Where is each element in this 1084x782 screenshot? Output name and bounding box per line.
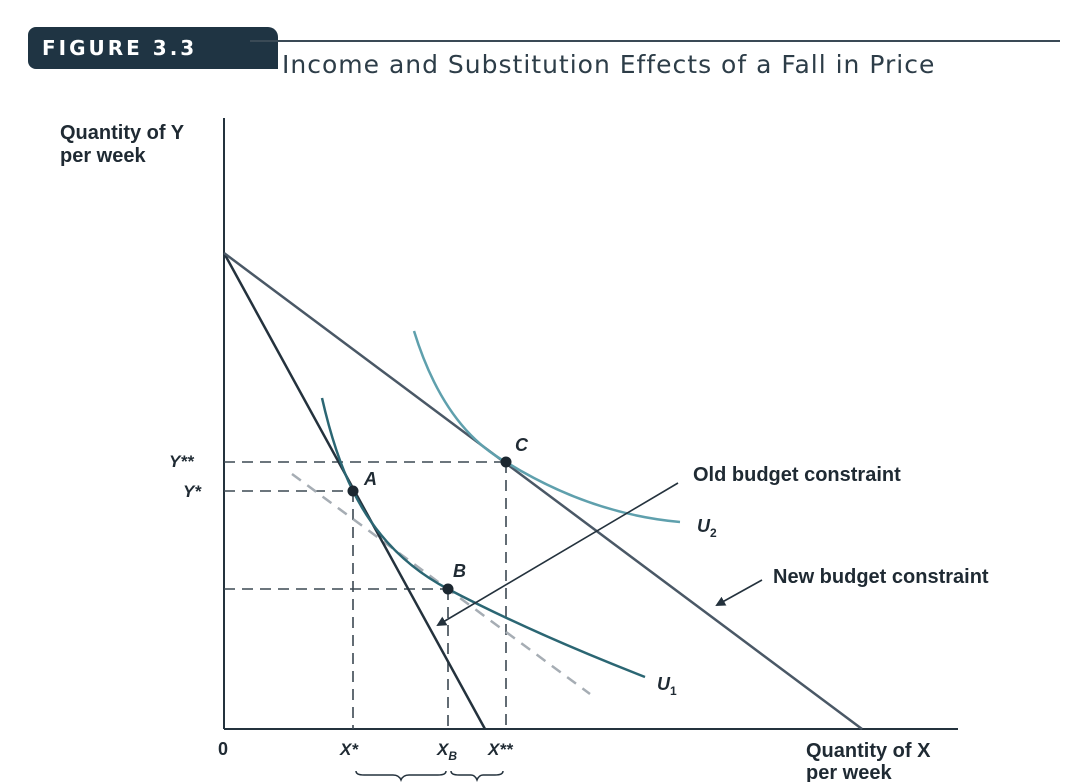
figure-header: FIGURE 3.3 Income and Substitution Effec… xyxy=(0,0,1084,100)
old-budget-annotation: Old budget constraint xyxy=(693,464,901,486)
tick-x-star: X* xyxy=(339,740,359,759)
y-axis-label-line1: Quantity of Y xyxy=(60,122,185,144)
label-point-a: A xyxy=(363,469,377,489)
substitution-effect-brace xyxy=(355,770,447,782)
label-u2-main: U xyxy=(697,516,711,536)
figure-title: Income and Substitution Effects of a Fal… xyxy=(282,50,936,79)
point-b xyxy=(442,583,454,595)
label-u1-main: U xyxy=(657,674,671,694)
y-axis-label-line2: per week xyxy=(60,145,146,167)
tick-x-b: XB xyxy=(436,740,457,763)
new-budget-annotation: New budget constraint xyxy=(773,566,989,588)
label-u2-sub: 2 xyxy=(710,526,717,540)
origin-label: 0 xyxy=(218,739,228,759)
new-budget-line xyxy=(223,251,863,731)
label-u1: U1 xyxy=(657,674,677,698)
compensated-budget-line xyxy=(291,472,591,696)
point-c xyxy=(500,456,512,468)
tick-x-b-sub: B xyxy=(448,749,457,763)
figure-label: FIGURE 3.3 xyxy=(42,36,198,60)
label-point-b: B xyxy=(453,561,466,581)
u1-curve xyxy=(320,397,646,679)
income-effect-brace xyxy=(450,770,504,782)
x-axis-label-line1: Quantity of X xyxy=(806,740,931,762)
header-rule xyxy=(250,40,1060,42)
label-u2: U2 xyxy=(697,516,717,540)
guide-lines xyxy=(224,461,507,729)
x-axis-label-line2: per week xyxy=(806,762,892,782)
label-point-c: C xyxy=(515,435,529,455)
tick-y-double-star: Y** xyxy=(169,452,195,471)
new-budget-arrow xyxy=(715,579,763,606)
figure-tab-tail xyxy=(236,27,308,69)
point-a xyxy=(347,485,359,497)
old-budget-arrow xyxy=(436,482,679,627)
tick-x-double-star: X** xyxy=(487,740,514,759)
label-u1-sub: 1 xyxy=(670,684,677,698)
tick-x-b-main: X xyxy=(436,740,450,759)
tick-y-star: Y* xyxy=(183,482,202,501)
